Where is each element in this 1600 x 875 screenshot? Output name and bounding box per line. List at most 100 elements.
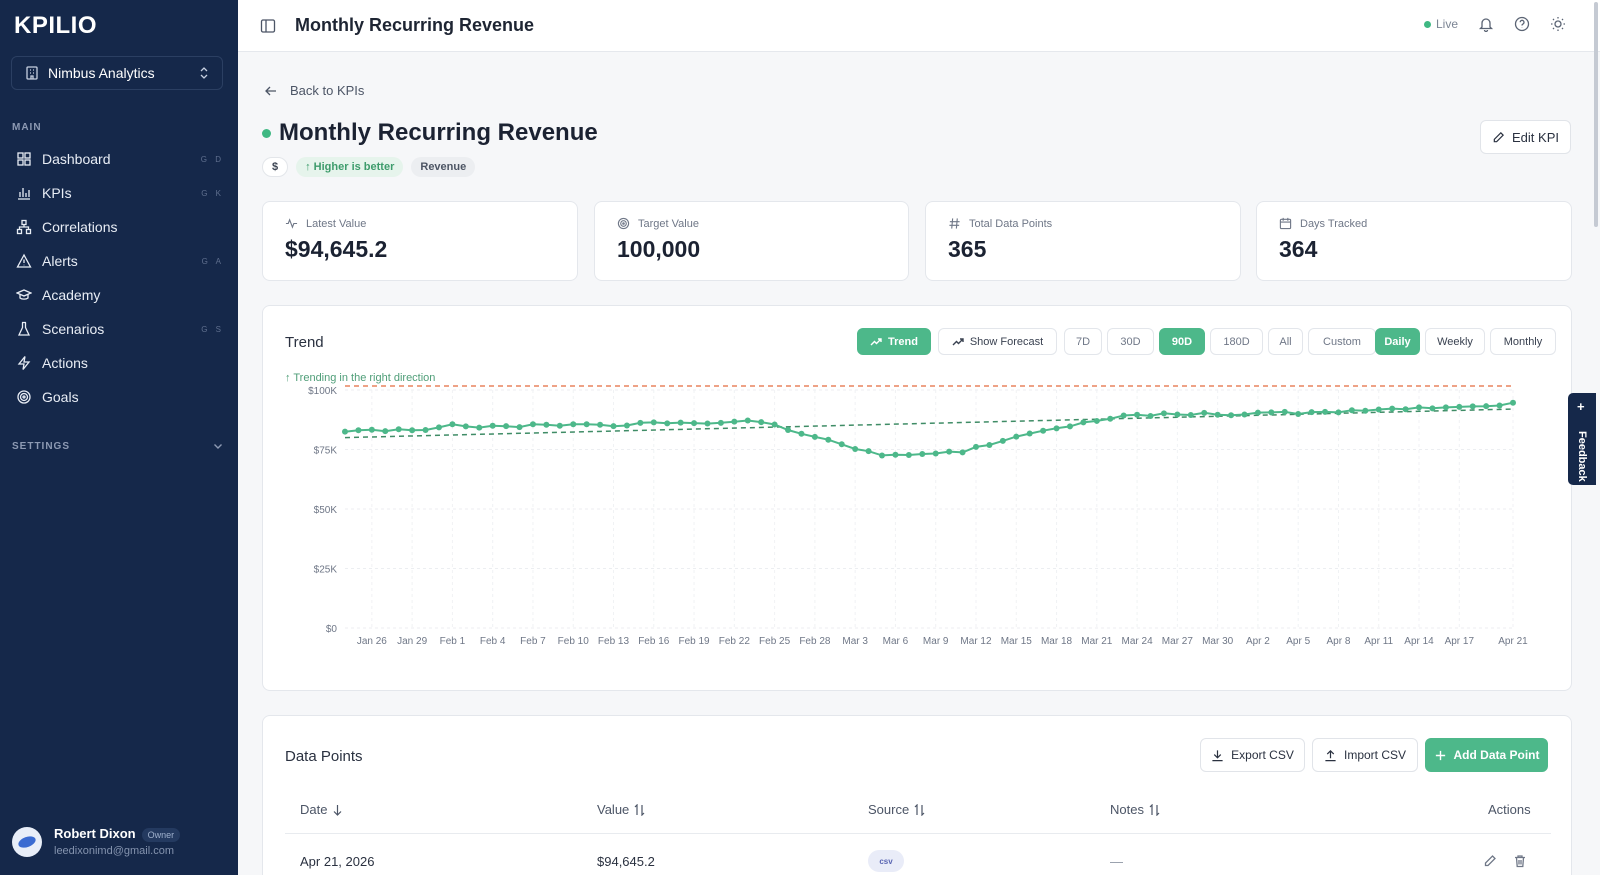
data-point bbox=[1254, 409, 1261, 416]
sidebar-toggle-icon[interactable] bbox=[260, 18, 276, 34]
range-custom-button[interactable]: Custom bbox=[1308, 328, 1376, 355]
range-180d-button[interactable]: 180D bbox=[1210, 328, 1263, 355]
forecast-button-label: Show Forecast bbox=[969, 335, 1044, 348]
sidebar-item-goals[interactable]: Goals bbox=[0, 380, 238, 414]
edit-kpi-button[interactable]: Edit KPI bbox=[1480, 120, 1571, 154]
data-point bbox=[583, 421, 590, 428]
data-points-card: Data Points Export CSV Import CSV Add Da… bbox=[262, 715, 1572, 875]
target-icon bbox=[17, 390, 31, 404]
granularity-weekly-button[interactable]: Weekly bbox=[1425, 328, 1485, 355]
add-data-point-label: Add Data Point bbox=[1453, 748, 1540, 762]
x-tick-label: Feb 4 bbox=[480, 636, 506, 647]
range-90d-button[interactable]: 90D bbox=[1159, 328, 1205, 355]
sidebar-item-label: Scenarios bbox=[42, 321, 105, 337]
live-status-label: Live bbox=[1435, 17, 1458, 31]
stat-label: Total Data Points bbox=[969, 217, 1053, 230]
show-forecast-button[interactable]: Show Forecast bbox=[938, 328, 1057, 355]
data-point bbox=[422, 426, 429, 433]
sidebar-item-scenarios[interactable]: Scenarios G S bbox=[0, 312, 238, 346]
y-tick-label: $75K bbox=[314, 446, 338, 457]
back-link-label: Back to KPIs bbox=[290, 83, 365, 98]
data-point bbox=[1107, 415, 1114, 422]
unit-tag: $ bbox=[262, 157, 289, 177]
settings-section-toggle[interactable]: SETTINGS bbox=[12, 440, 224, 452]
x-tick-label: Mar 12 bbox=[960, 636, 992, 647]
x-tick-label: Feb 19 bbox=[678, 636, 710, 647]
data-point bbox=[892, 451, 899, 458]
bell-icon[interactable] bbox=[1478, 16, 1494, 32]
hash-icon bbox=[949, 218, 960, 229]
feedback-tab[interactable]: + Feedback bbox=[1568, 393, 1596, 485]
data-point bbox=[1201, 409, 1208, 416]
data-point bbox=[664, 420, 671, 427]
stat-label: Latest Value bbox=[306, 217, 367, 230]
import-csv-button[interactable]: Import CSV bbox=[1312, 738, 1418, 772]
data-point bbox=[1120, 412, 1127, 419]
data-point bbox=[1281, 408, 1288, 415]
table-divider bbox=[285, 833, 1551, 834]
sidebar-item-actions[interactable]: Actions bbox=[0, 346, 238, 380]
column-header-source[interactable]: Source bbox=[868, 802, 925, 817]
trend-card: Trend Trend Show Forecast 7D 30D 90D 180… bbox=[262, 305, 1572, 691]
column-header-value[interactable]: Value bbox=[597, 802, 645, 817]
export-csv-label: Export CSV bbox=[1231, 748, 1294, 762]
x-tick-label: Feb 13 bbox=[598, 636, 630, 647]
column-header-date[interactable]: Date bbox=[300, 802, 343, 817]
shortcut-hint: G A bbox=[201, 256, 224, 266]
data-point bbox=[677, 419, 684, 426]
trend-chart[interactable]: $0 $25K $50K $75K $100K Jan 26 Jan 29 Feb 1 Feb … bbox=[263, 306, 1573, 692]
sidebar-item-academy[interactable]: Academy bbox=[0, 278, 238, 312]
data-point bbox=[462, 423, 469, 430]
page-scrollbar[interactable] bbox=[1594, 2, 1598, 227]
data-point bbox=[368, 426, 375, 433]
chevron-down-icon bbox=[214, 444, 222, 449]
add-data-point-button[interactable]: Add Data Point bbox=[1425, 738, 1548, 772]
flask-icon bbox=[17, 321, 31, 336]
export-csv-button[interactable]: Export CSV bbox=[1200, 738, 1305, 772]
sidebar-item-label: Alerts bbox=[42, 253, 78, 269]
trash-icon[interactable] bbox=[1513, 854, 1527, 868]
pencil-icon[interactable] bbox=[1483, 854, 1497, 868]
sidebar-item-correlations[interactable]: Correlations bbox=[0, 210, 238, 244]
app-logo[interactable]: KPILIO bbox=[14, 12, 98, 39]
data-point bbox=[597, 421, 604, 428]
data-point bbox=[704, 420, 711, 427]
data-point bbox=[1134, 411, 1141, 418]
range-30d-button[interactable]: 30D bbox=[1107, 328, 1154, 355]
x-tick-label: Mar 3 bbox=[842, 636, 868, 647]
range-all-button[interactable]: All bbox=[1268, 328, 1303, 355]
data-point bbox=[798, 430, 805, 437]
trending-up-icon bbox=[952, 337, 964, 345]
sun-icon[interactable] bbox=[1550, 16, 1566, 32]
data-point bbox=[543, 421, 550, 428]
data-point bbox=[1040, 427, 1047, 434]
data-point bbox=[1510, 399, 1516, 406]
granularity-daily-button[interactable]: Daily bbox=[1375, 328, 1420, 355]
data-point bbox=[1429, 405, 1436, 412]
back-link[interactable]: Back to KPIs bbox=[264, 83, 364, 98]
trend-button-label: Trend bbox=[888, 335, 918, 348]
data-point bbox=[785, 426, 792, 433]
sidebar-item-kpis[interactable]: KPIs G K bbox=[0, 176, 238, 210]
granularity-monthly-button[interactable]: Monthly bbox=[1490, 328, 1556, 355]
kpi-tags: $ ↑ Higher is better Revenue bbox=[262, 157, 476, 177]
data-point bbox=[1496, 402, 1503, 409]
stat-card-target: Target Value 100,000 bbox=[594, 201, 909, 281]
data-point bbox=[1322, 408, 1329, 415]
range-7d-button[interactable]: 7D bbox=[1064, 328, 1102, 355]
sidebar-item-dashboard[interactable]: Dashboard G D bbox=[0, 142, 238, 176]
avatar bbox=[12, 826, 42, 857]
sidebar-item-alerts[interactable]: Alerts G A bbox=[0, 244, 238, 278]
data-point bbox=[838, 441, 845, 448]
user-profile[interactable]: Robert Dixon Owner leedixonimd@gmail.com bbox=[12, 826, 181, 857]
help-icon[interactable] bbox=[1514, 16, 1530, 32]
arrow-left-icon bbox=[265, 86, 276, 95]
org-selector[interactable]: Nimbus Analytics bbox=[11, 56, 223, 90]
x-tick-label: Feb 28 bbox=[799, 636, 831, 647]
column-header-notes[interactable]: Notes bbox=[1110, 802, 1160, 817]
sort-icon bbox=[634, 803, 645, 816]
status-dot-icon bbox=[262, 128, 271, 138]
chevron-up-down-icon bbox=[200, 67, 208, 79]
column-header-label: Notes bbox=[1110, 802, 1144, 817]
trend-view-button[interactable]: Trend bbox=[857, 328, 931, 355]
